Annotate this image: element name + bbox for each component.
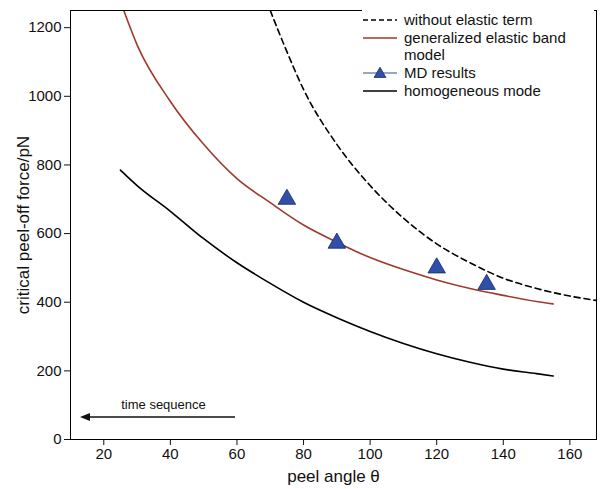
svg-text:160: 160: [557, 445, 582, 462]
svg-text:80: 80: [295, 445, 312, 462]
svg-text:0: 0: [53, 430, 61, 447]
svg-text:600: 600: [36, 224, 61, 241]
svg-text:1000: 1000: [28, 87, 61, 104]
svg-text:critical peel-off force/pN: critical peel-off force/pN: [14, 136, 33, 314]
svg-text:100: 100: [358, 445, 383, 462]
svg-text:1200: 1200: [28, 18, 61, 35]
svg-text:time sequence: time sequence: [121, 397, 206, 412]
svg-text:120: 120: [424, 445, 449, 462]
html-text:MD results: MD results: [404, 64, 476, 81]
html-text:homogeneous mode: homogeneous mode: [404, 82, 541, 99]
svg-text:peel angle θ: peel angle θ: [287, 467, 380, 486]
svg-text:60: 60: [229, 445, 246, 462]
svg-text:800: 800: [36, 156, 61, 173]
html-text:without elastic term: without elastic term: [404, 11, 533, 28]
html-text:generalized elastic band model: generalized elastic band model: [404, 29, 566, 63]
svg-text:40: 40: [162, 445, 179, 462]
svg-text:200: 200: [36, 362, 61, 379]
svg-text:20: 20: [95, 445, 112, 462]
svg-text:140: 140: [491, 445, 516, 462]
svg-text:400: 400: [36, 293, 61, 310]
